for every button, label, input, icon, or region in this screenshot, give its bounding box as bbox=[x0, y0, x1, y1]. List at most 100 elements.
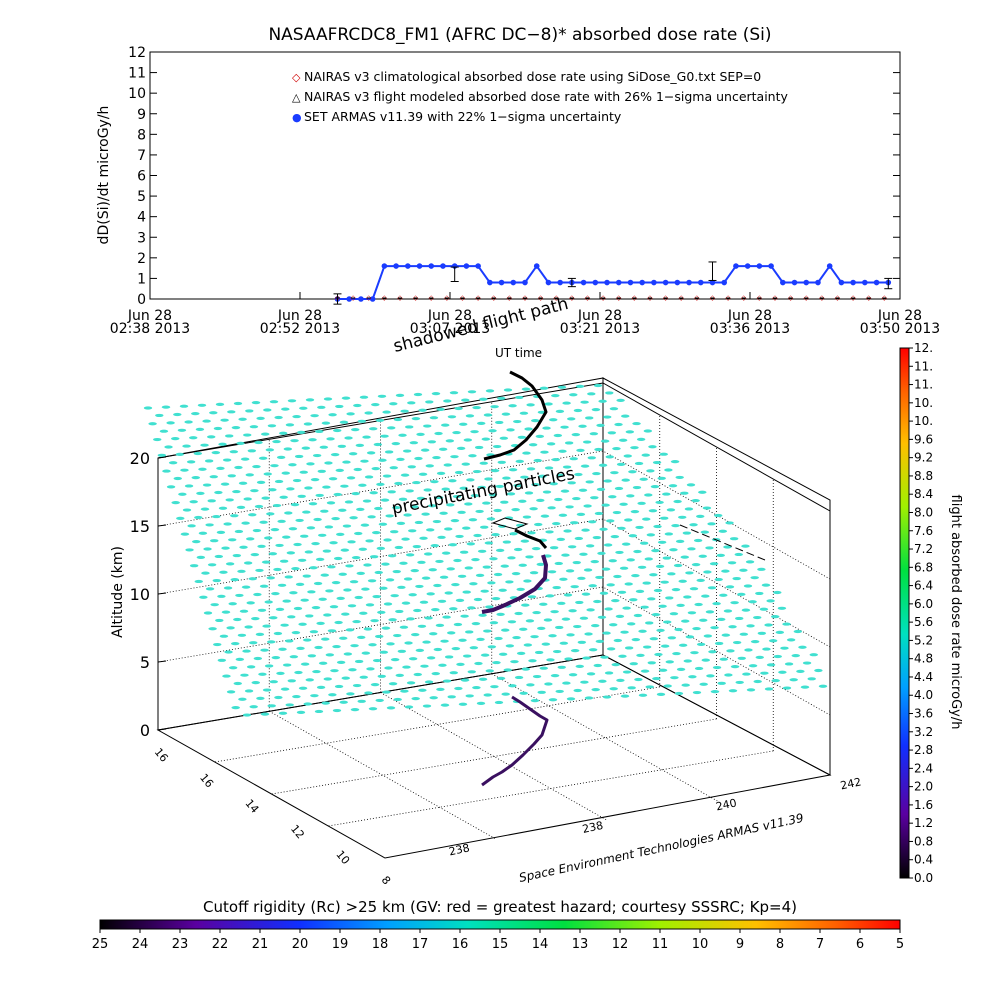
rigidity-cloud-mark bbox=[575, 664, 584, 669]
rigidity-cloud-mark bbox=[374, 506, 383, 511]
rigidity-cloud-mark bbox=[230, 514, 239, 518]
rigidity-cloud-mark bbox=[159, 429, 169, 433]
rigidity-cloud-mark bbox=[473, 597, 483, 602]
rigidity-cloud-mark bbox=[318, 597, 327, 601]
rigidity-cloud-mark bbox=[254, 440, 263, 445]
rigidity-cloud-mark bbox=[382, 690, 391, 694]
rigidity-cloud-mark bbox=[672, 651, 681, 656]
rigidity-cloud-mark bbox=[578, 424, 587, 428]
rigidity-cloud-mark bbox=[734, 552, 743, 557]
rigidity-cloud-mark bbox=[444, 527, 453, 531]
rigidity-cloud-mark bbox=[235, 593, 244, 598]
colorbar-tick-label: 2.4 bbox=[914, 761, 933, 775]
rigidity-cloud-mark bbox=[251, 617, 260, 621]
rigidity-cloud-mark bbox=[537, 690, 546, 694]
rigidity-cloud-mark bbox=[332, 644, 341, 649]
rigidity-cloud-mark bbox=[496, 676, 506, 680]
rigidity-cloud-mark bbox=[383, 602, 393, 606]
rigidity-cloud-mark bbox=[593, 599, 602, 604]
rigidity-cloud-mark bbox=[408, 593, 417, 597]
rigidity-cloud-mark bbox=[227, 474, 236, 478]
rigidity-cloud-mark bbox=[279, 495, 288, 499]
rigidity-cloud-mark bbox=[348, 668, 357, 672]
rigidity-cloud-mark bbox=[732, 640, 742, 645]
altitude-tick-mark bbox=[157, 524, 167, 527]
rigidity-cloud-mark bbox=[569, 457, 578, 461]
rigidity-cloud-mark bbox=[241, 521, 250, 525]
rigidity-cloud-mark bbox=[231, 706, 240, 710]
rigidity-cloud-mark bbox=[380, 498, 390, 502]
rigidity-cloud-mark bbox=[518, 563, 527, 567]
rigidity-cloud-mark bbox=[224, 650, 233, 654]
rigidity-cloud-mark bbox=[530, 635, 539, 639]
rigidity-cloud-mark bbox=[280, 623, 289, 627]
rigidity-cloud-mark bbox=[632, 421, 641, 426]
rigidity-cloud-mark bbox=[244, 689, 254, 693]
colorbar-tick-label: 6.4 bbox=[914, 579, 933, 593]
rigidity-cloud-mark bbox=[586, 672, 596, 676]
rigidity-cloud-mark bbox=[312, 453, 322, 458]
rigidity-cloud-mark bbox=[644, 493, 653, 497]
rigidity-cloud-mark bbox=[622, 670, 632, 674]
rigidity-cloud-mark bbox=[676, 667, 686, 671]
rigidity-cloud-mark bbox=[244, 625, 253, 629]
rigidity-cloud-mark bbox=[218, 442, 227, 446]
rigidity-cloud-mark bbox=[309, 566, 318, 570]
rigidity-cloud-mark bbox=[603, 415, 612, 419]
rigidity-cloud-mark bbox=[228, 602, 237, 606]
rigidity-cloud-mark bbox=[284, 511, 293, 515]
rigidity-cloud-mark bbox=[587, 456, 596, 460]
rigidity-cloud-mark bbox=[249, 425, 259, 429]
rigidity-cloud-mark bbox=[446, 567, 455, 571]
rigidity-cloud-mark bbox=[557, 665, 566, 669]
colorbar-tick-label: 4.4 bbox=[914, 670, 933, 684]
rigidity-cloud-mark bbox=[484, 541, 494, 545]
rigidity-cloud-mark bbox=[678, 579, 687, 583]
rigidity-cloud-mark bbox=[685, 635, 695, 639]
armas-point bbox=[838, 279, 845, 286]
rigidity-cloud-mark bbox=[394, 545, 404, 550]
rigidity-cloud-mark bbox=[653, 588, 663, 593]
rigidity-cloud-mark bbox=[746, 688, 756, 692]
rigidity-cloud-mark bbox=[293, 542, 302, 547]
rigidity-cloud-mark bbox=[326, 501, 336, 505]
rigidity-cloud-mark bbox=[440, 639, 449, 643]
rigidity-cloud-mark bbox=[346, 412, 355, 416]
rigidity-cloud-mark bbox=[636, 437, 646, 441]
rigidity-cloud-mark bbox=[420, 664, 429, 668]
mid-trace bbox=[514, 528, 548, 549]
shadow-trace bbox=[481, 695, 549, 787]
rigidity-cloud-mark bbox=[192, 539, 201, 544]
rigidity-cloud-mark bbox=[340, 548, 350, 552]
rigidity-cloud-mark bbox=[353, 467, 362, 472]
rigidity-cloud-mark bbox=[768, 639, 778, 643]
rigidity-cloud-mark bbox=[658, 604, 667, 608]
rigidity-cloud-mark bbox=[593, 383, 603, 388]
rigidity-cloud-mark bbox=[616, 462, 626, 466]
rigidity-cloud-mark bbox=[502, 476, 511, 480]
rigidity-cloud-mark bbox=[307, 654, 317, 658]
armas-point bbox=[651, 279, 657, 286]
rigidity-cloud-mark bbox=[263, 408, 272, 412]
rigidity-cloud-mark bbox=[338, 508, 347, 512]
rigidity-cloud-mark bbox=[468, 518, 478, 522]
armas-point bbox=[791, 279, 798, 286]
rigidity-cloud-mark bbox=[789, 678, 798, 682]
rigidity-cloud-mark bbox=[608, 559, 617, 563]
colorbar-tick-label: 1.2 bbox=[914, 816, 933, 830]
rigidity-cloud-mark bbox=[602, 631, 611, 635]
rigidity-cloud-mark bbox=[521, 387, 531, 391]
rigidity-cloud-mark bbox=[568, 609, 577, 613]
latitude-tick-label: 8 bbox=[379, 874, 393, 888]
rigidity-cloud-mark bbox=[408, 657, 418, 661]
rigidity-cloud-mark bbox=[485, 605, 494, 609]
rigidity-cloud-mark bbox=[572, 496, 581, 501]
rigidity-tick-label: 20 bbox=[292, 937, 309, 952]
altitude-tick-label: 15 bbox=[130, 517, 150, 536]
rigidity-cloud-mark bbox=[469, 582, 478, 586]
rigidity-cloud-mark bbox=[175, 452, 185, 457]
rigidity-cloud-mark bbox=[588, 584, 597, 588]
rigidity-cloud-mark bbox=[576, 448, 585, 452]
rigidity-cloud-mark bbox=[304, 550, 314, 554]
